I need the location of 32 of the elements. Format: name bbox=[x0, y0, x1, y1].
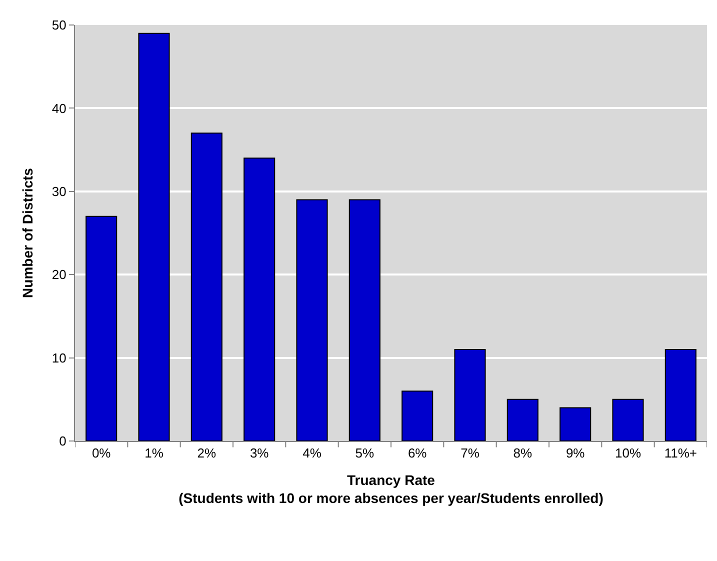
bar bbox=[454, 348, 486, 441]
x-tick-label: 11%+ bbox=[664, 446, 697, 461]
bar bbox=[664, 348, 696, 441]
y-tick-label: 10 bbox=[52, 350, 66, 366]
y-tick-label: 50 bbox=[52, 18, 66, 33]
x-tick-label: 4% bbox=[302, 446, 322, 461]
x-tick-label: 10% bbox=[614, 446, 642, 461]
x-tick-label: 3% bbox=[250, 446, 270, 461]
x-tick-label: 1% bbox=[144, 446, 164, 461]
bar bbox=[296, 199, 328, 441]
x-axis-title: Truancy Rate (Students with 10 or more absences per year/Students enrolled) bbox=[178, 472, 604, 506]
x-tick-label: 6% bbox=[408, 446, 428, 461]
bar bbox=[612, 398, 644, 441]
x-tick-label: 8% bbox=[513, 446, 532, 461]
bar bbox=[560, 407, 592, 441]
y-tick-label: 20 bbox=[52, 267, 66, 282]
x-tick-label: 2% bbox=[197, 446, 216, 461]
y-tick-label: 40 bbox=[52, 100, 66, 116]
bar bbox=[244, 158, 276, 441]
bar bbox=[190, 132, 222, 441]
y-tick-label: 30 bbox=[52, 184, 66, 199]
x-tick-label: 7% bbox=[460, 446, 480, 461]
y-axis-title: Number of Districts bbox=[20, 168, 36, 298]
bar bbox=[506, 398, 538, 441]
bar bbox=[86, 216, 118, 441]
x-tick-label: 9% bbox=[566, 446, 586, 461]
x-tick-label: 5% bbox=[355, 446, 374, 461]
bar bbox=[348, 199, 380, 441]
bar bbox=[138, 32, 170, 441]
x-tick-label: 0% bbox=[92, 446, 112, 461]
y-tick-label: 0 bbox=[59, 434, 66, 449]
bar bbox=[402, 390, 434, 441]
